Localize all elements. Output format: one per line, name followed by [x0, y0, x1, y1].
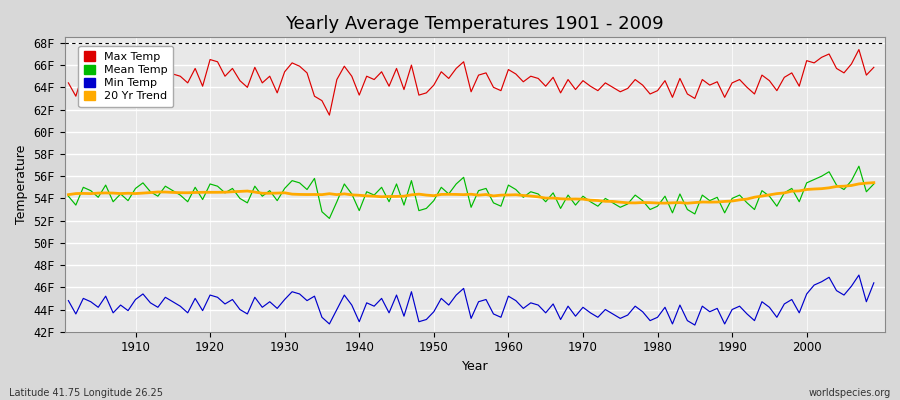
Title: Yearly Average Temperatures 1901 - 2009: Yearly Average Temperatures 1901 - 2009	[285, 15, 664, 33]
Legend: Max Temp, Mean Temp, Min Temp, 20 Yr Trend: Max Temp, Mean Temp, Min Temp, 20 Yr Tre…	[78, 46, 173, 107]
Text: Latitude 41.75 Longitude 26.25: Latitude 41.75 Longitude 26.25	[9, 388, 163, 398]
Y-axis label: Temperature: Temperature	[15, 145, 28, 224]
X-axis label: Year: Year	[462, 360, 488, 373]
Text: worldspecies.org: worldspecies.org	[809, 388, 891, 398]
